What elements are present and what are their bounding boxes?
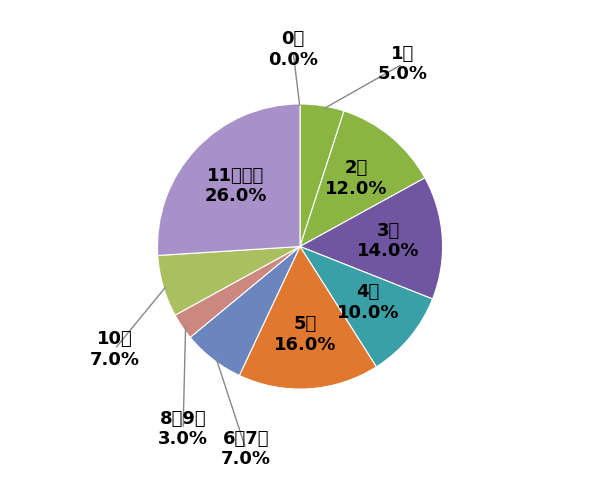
Text: 1人
5.0%: 1人 5.0% bbox=[377, 45, 428, 83]
Wedge shape bbox=[300, 246, 433, 367]
Text: 10人
7.0%: 10人 7.0% bbox=[89, 330, 140, 369]
Wedge shape bbox=[300, 111, 425, 246]
Text: 0人
0.0%: 0人 0.0% bbox=[268, 31, 318, 69]
Wedge shape bbox=[300, 104, 344, 246]
Text: 11人以上
26.0%: 11人以上 26.0% bbox=[205, 167, 267, 206]
Wedge shape bbox=[190, 246, 300, 376]
Wedge shape bbox=[239, 246, 376, 389]
Wedge shape bbox=[157, 104, 300, 255]
Wedge shape bbox=[158, 246, 300, 315]
Wedge shape bbox=[175, 246, 300, 337]
Wedge shape bbox=[300, 178, 443, 299]
Text: 3人
14.0%: 3人 14.0% bbox=[357, 221, 419, 260]
Text: 2人
12.0%: 2人 12.0% bbox=[325, 159, 388, 198]
Text: 4人
10.0%: 4人 10.0% bbox=[337, 283, 400, 322]
Text: 6〜7人
7.0%: 6〜7人 7.0% bbox=[221, 429, 271, 468]
Text: 8〜9人
3.0%: 8〜9人 3.0% bbox=[158, 410, 208, 448]
Text: 5人
16.0%: 5人 16.0% bbox=[274, 316, 337, 354]
